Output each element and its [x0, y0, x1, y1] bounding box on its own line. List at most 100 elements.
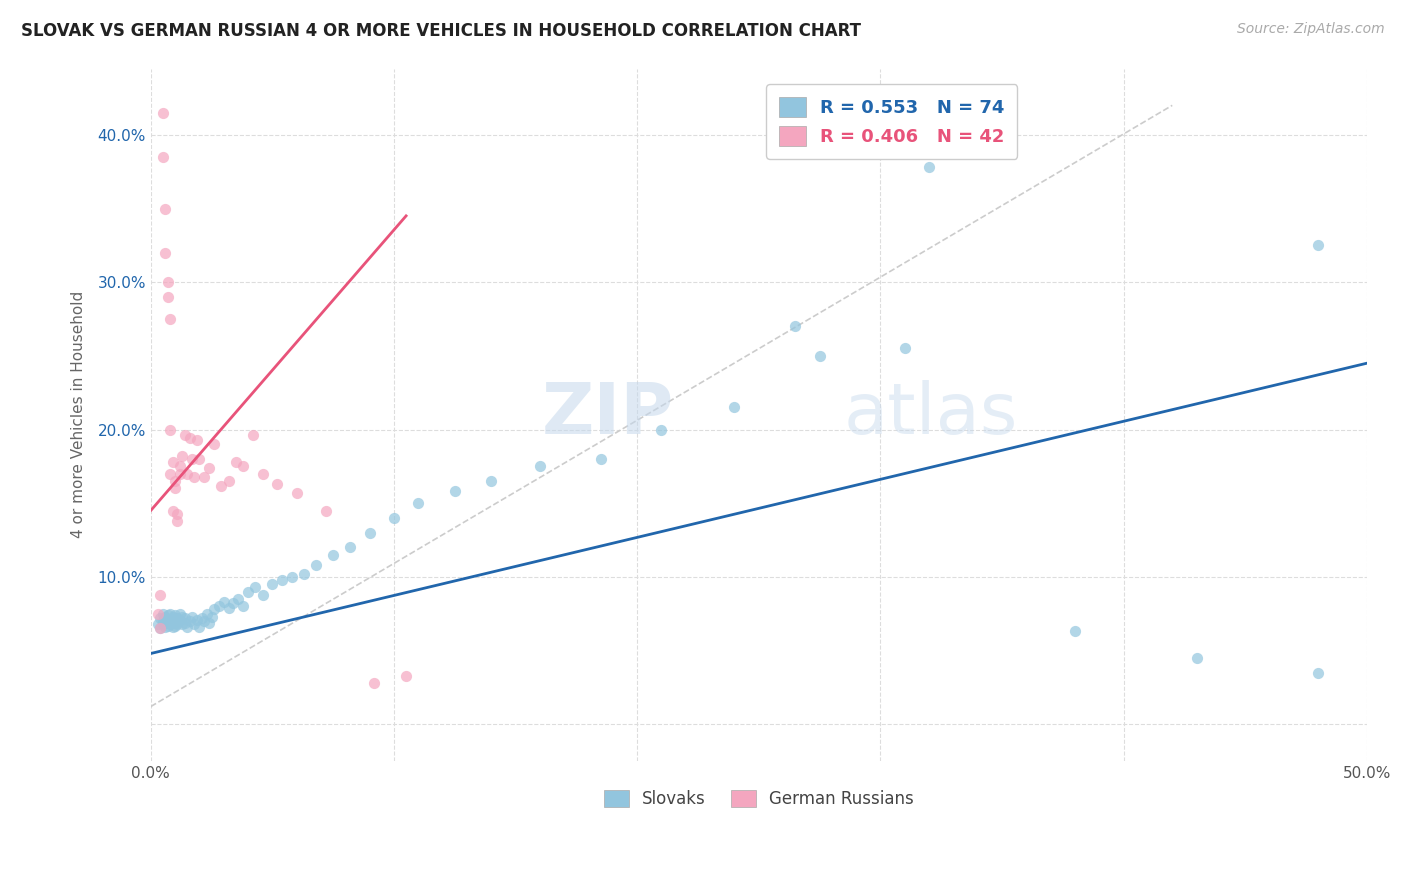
- Point: [166, 611, 188, 625]
- Point: [163, 615, 186, 630]
- Point: [155, 245, 177, 260]
- Point: [322, 548, 344, 562]
- Point: [292, 566, 315, 581]
- Point: [163, 608, 186, 623]
- Point: [242, 428, 264, 442]
- Point: [163, 482, 186, 496]
- Point: [193, 614, 215, 628]
- Point: [186, 613, 208, 627]
- Point: [395, 668, 418, 682]
- Point: [305, 558, 328, 573]
- Point: [186, 433, 208, 447]
- Legend: Slovaks, German Russians: Slovaks, German Russians: [598, 783, 921, 815]
- Point: [162, 455, 184, 469]
- Point: [181, 609, 204, 624]
- Point: [172, 617, 194, 632]
- Point: [169, 613, 191, 627]
- Point: [159, 312, 181, 326]
- Point: [785, 319, 807, 334]
- Point: [149, 622, 172, 636]
- Point: [162, 614, 184, 628]
- Point: [155, 609, 177, 624]
- Point: [183, 469, 205, 483]
- Point: [155, 202, 177, 216]
- Point: [200, 609, 222, 624]
- Point: [191, 611, 214, 625]
- Point: [479, 474, 502, 488]
- Point: [172, 449, 194, 463]
- Point: [179, 431, 201, 445]
- Point: [149, 611, 172, 625]
- Point: [252, 467, 274, 481]
- Point: [156, 615, 179, 630]
- Point: [195, 607, 218, 621]
- Point: [149, 622, 172, 636]
- Point: [152, 105, 174, 120]
- Point: [1064, 624, 1087, 639]
- Point: [382, 511, 405, 525]
- Point: [218, 474, 240, 488]
- Point: [166, 514, 188, 528]
- Point: [198, 460, 221, 475]
- Point: [173, 428, 195, 442]
- Y-axis label: 4 or more Vehicles in Household: 4 or more Vehicles in Household: [72, 291, 86, 539]
- Point: [152, 607, 174, 621]
- Point: [266, 477, 288, 491]
- Point: [169, 607, 191, 621]
- Point: [893, 342, 915, 356]
- Point: [173, 615, 195, 630]
- Point: [443, 484, 465, 499]
- Point: [225, 455, 247, 469]
- Point: [1308, 665, 1330, 680]
- Point: [179, 614, 201, 628]
- Point: [723, 401, 745, 415]
- Point: [162, 503, 184, 517]
- Point: [589, 452, 612, 467]
- Point: [159, 423, 181, 437]
- Point: [152, 614, 174, 628]
- Point: [183, 617, 205, 632]
- Point: [188, 452, 211, 467]
- Point: [173, 611, 195, 625]
- Point: [252, 588, 274, 602]
- Point: [156, 290, 179, 304]
- Text: SLOVAK VS GERMAN RUSSIAN 4 OR MORE VEHICLES IN HOUSEHOLD CORRELATION CHART: SLOVAK VS GERMAN RUSSIAN 4 OR MORE VEHIC…: [21, 22, 860, 40]
- Point: [232, 459, 254, 474]
- Point: [169, 467, 191, 481]
- Point: [166, 617, 188, 632]
- Point: [162, 620, 184, 634]
- Point: [212, 595, 235, 609]
- Point: [163, 618, 186, 632]
- Point: [226, 592, 249, 607]
- Point: [208, 599, 231, 614]
- Point: [359, 525, 381, 540]
- Point: [159, 607, 181, 621]
- Point: [156, 275, 179, 289]
- Point: [198, 615, 221, 630]
- Point: [156, 608, 179, 623]
- Point: [162, 609, 184, 624]
- Point: [222, 596, 245, 610]
- Point: [245, 580, 267, 594]
- Point: [155, 620, 177, 634]
- Point: [1185, 651, 1208, 665]
- Point: [181, 452, 204, 467]
- Point: [163, 474, 186, 488]
- Text: atlas: atlas: [844, 380, 1018, 450]
- Point: [339, 541, 361, 555]
- Point: [176, 467, 198, 481]
- Point: [218, 600, 240, 615]
- Point: [202, 602, 225, 616]
- Point: [262, 577, 284, 591]
- Point: [236, 584, 259, 599]
- Point: [1308, 238, 1330, 252]
- Point: [152, 150, 174, 164]
- Point: [159, 617, 181, 632]
- Point: [176, 620, 198, 634]
- Point: [156, 618, 179, 632]
- Point: [159, 467, 181, 481]
- Point: [188, 620, 211, 634]
- Point: [406, 496, 429, 510]
- Point: [166, 507, 188, 521]
- Point: [146, 607, 169, 621]
